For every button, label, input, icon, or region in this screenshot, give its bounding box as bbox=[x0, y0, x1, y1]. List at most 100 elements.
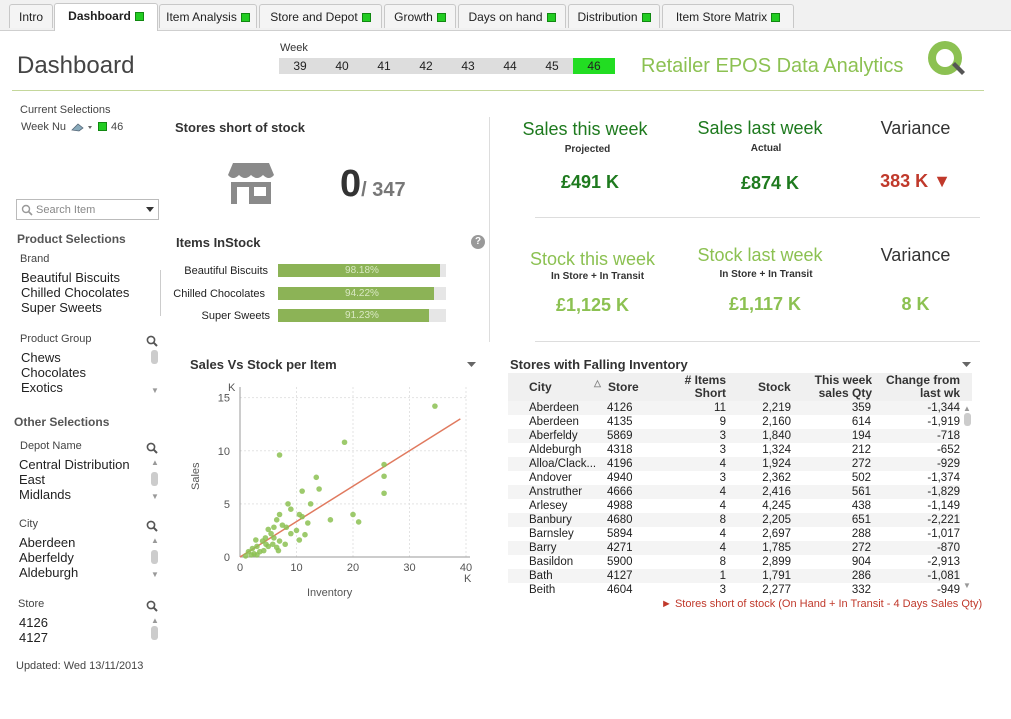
scatter-point[interactable] bbox=[265, 526, 272, 533]
search-icon[interactable] bbox=[146, 442, 158, 454]
scroll-down-icon[interactable]: ▼ bbox=[151, 492, 159, 501]
scatter-point[interactable] bbox=[282, 541, 288, 548]
scatter-point[interactable] bbox=[302, 531, 308, 538]
table-row[interactable]: Andover 4940 3 2,362 502 -1,374 bbox=[508, 471, 960, 485]
list-item[interactable]: Chilled Chocolates bbox=[21, 285, 130, 300]
table-row[interactable]: Bath 4127 1 1,791 286 -1,081 bbox=[508, 569, 960, 583]
tab-intro[interactable]: Intro bbox=[9, 4, 53, 28]
list-item[interactable]: 4126 bbox=[19, 615, 48, 630]
search-icon[interactable] bbox=[146, 600, 158, 612]
scatter-point[interactable] bbox=[283, 524, 290, 531]
scroll-thumb[interactable] bbox=[964, 413, 971, 426]
list-item[interactable]: Midlands bbox=[19, 487, 72, 502]
dropdown-arrow-icon[interactable] bbox=[962, 362, 971, 368]
scatter-point[interactable] bbox=[307, 501, 314, 507]
col-this-week-sales[interactable]: This week sales Qty bbox=[814, 373, 872, 400]
col-city[interactable]: City bbox=[529, 380, 552, 394]
scatter-point[interactable] bbox=[381, 490, 387, 497]
scroll-down-icon[interactable]: ▼ bbox=[151, 386, 159, 395]
table-row[interactable]: Aldeburgh 4318 3 1,324 212 -652 bbox=[508, 443, 960, 457]
scatter-point[interactable] bbox=[288, 506, 294, 512]
scroll-thumb[interactable] bbox=[151, 350, 158, 364]
scatter-point[interactable] bbox=[276, 538, 283, 544]
scroll-thumb[interactable] bbox=[151, 472, 158, 486]
scatter-point[interactable] bbox=[313, 474, 320, 481]
scrollbar[interactable]: ▲ ▼ bbox=[150, 536, 159, 582]
list-item[interactable]: Super Sweets bbox=[21, 300, 102, 315]
table-row[interactable]: Barry 4271 4 1,785 272 -870 bbox=[508, 541, 960, 555]
list-item[interactable]: Aberdeen bbox=[19, 535, 76, 550]
tab-dashboard[interactable]: Dashboard bbox=[54, 3, 158, 31]
table-row[interactable]: Aberfeldy 5869 3 1,840 194 -718 bbox=[508, 429, 960, 443]
week-cell[interactable]: 43 bbox=[461, 59, 475, 73]
dropdown-arrow-icon[interactable] bbox=[467, 362, 476, 368]
scatter-point[interactable] bbox=[350, 511, 356, 518]
scatter-point[interactable] bbox=[254, 543, 260, 550]
table-row[interactable]: Barnsley 5894 4 2,697 288 -1,017 bbox=[508, 527, 960, 541]
scatter-point[interactable] bbox=[249, 545, 256, 552]
scatter-point[interactable] bbox=[276, 511, 283, 518]
table-row[interactable]: Arlesey 4988 4 4,245 438 -1,149 bbox=[508, 499, 960, 513]
table-row[interactable]: Aberdeen 4135 9 2,160 614 -1,919 bbox=[508, 415, 960, 429]
scatter-point[interactable] bbox=[341, 439, 348, 446]
table-row[interactable]: Anstruther 4666 4 2,416 561 -1,829 bbox=[508, 485, 960, 499]
list-item[interactable]: Beautiful Biscuits bbox=[21, 270, 120, 285]
col-change[interactable]: Change from last wk bbox=[885, 373, 960, 400]
scatter-point[interactable] bbox=[305, 520, 311, 526]
scatter-point[interactable] bbox=[273, 517, 280, 523]
help-icon[interactable]: ? bbox=[471, 235, 485, 249]
table-scrollbar[interactable]: ▲ ▼ bbox=[963, 404, 972, 591]
tab-days-on-hand[interactable]: Days on hand bbox=[458, 4, 566, 28]
eraser-icon[interactable] bbox=[70, 121, 96, 133]
list-item[interactable]: Chocolates bbox=[21, 365, 87, 380]
tab-item-store-matrix[interactable]: Item Store Matrix bbox=[662, 4, 794, 28]
scatter-point[interactable] bbox=[327, 517, 334, 523]
scatter-point[interactable] bbox=[355, 519, 362, 525]
stores-short-footnote[interactable]: ► Stores short of stock (On Hand + In Tr… bbox=[661, 598, 983, 610]
scroll-up-icon[interactable]: ▲ bbox=[963, 404, 971, 413]
tab-distribution[interactable]: Distribution bbox=[568, 4, 660, 28]
col-stock[interactable]: Stock bbox=[758, 380, 791, 394]
scatter-point[interactable] bbox=[269, 541, 276, 548]
scatter-point[interactable] bbox=[271, 535, 277, 541]
scatter-point[interactable] bbox=[268, 530, 274, 537]
scrollbar[interactable]: ▼ bbox=[150, 350, 159, 396]
scatter-point[interactable] bbox=[381, 473, 387, 480]
week-cell[interactable]: 39 bbox=[293, 59, 307, 73]
scroll-up-icon[interactable]: ▲ bbox=[151, 458, 159, 467]
table-row[interactable]: Banbury 4680 8 2,205 651 -2,221 bbox=[508, 513, 960, 527]
scatter-point[interactable] bbox=[242, 553, 249, 559]
scatter-point[interactable] bbox=[296, 537, 303, 543]
scroll-down-icon[interactable]: ▼ bbox=[151, 570, 159, 579]
scroll-thumb[interactable] bbox=[151, 550, 158, 564]
scatter-point[interactable] bbox=[254, 552, 260, 558]
list-item[interactable]: Exotics bbox=[21, 380, 63, 395]
week-cell-selected[interactable]: 46 bbox=[573, 58, 615, 74]
scatter-point[interactable] bbox=[288, 530, 294, 537]
tab-item-analysis[interactable]: Item Analysis bbox=[159, 4, 257, 28]
scatter-point[interactable] bbox=[381, 461, 387, 468]
scrollbar[interactable]: ▲ ▼ bbox=[150, 458, 159, 504]
list-item[interactable]: 4127 bbox=[19, 630, 48, 645]
scroll-up-icon[interactable]: ▲ bbox=[151, 616, 159, 625]
list-item[interactable]: Aldeburgh bbox=[19, 565, 79, 580]
week-cell[interactable]: 41 bbox=[377, 59, 391, 73]
scatter-point[interactable] bbox=[271, 524, 277, 531]
scatter-point[interactable] bbox=[316, 486, 322, 492]
scatter-point[interactable] bbox=[245, 548, 252, 555]
list-item[interactable]: Chews bbox=[21, 350, 61, 365]
sort-icon[interactable]: △ bbox=[594, 378, 601, 388]
scroll-thumb[interactable] bbox=[151, 626, 158, 640]
scatter-point[interactable] bbox=[275, 547, 282, 554]
scatter-point[interactable] bbox=[263, 541, 269, 548]
search-icon[interactable] bbox=[146, 520, 158, 532]
scatter-point[interactable] bbox=[253, 537, 259, 543]
week-cell[interactable]: 44 bbox=[503, 59, 517, 73]
dropdown-arrow-icon[interactable] bbox=[146, 207, 154, 213]
col-items-short[interactable]: # Items Short bbox=[684, 373, 726, 400]
scatter-point[interactable] bbox=[285, 501, 291, 507]
scatter-point[interactable] bbox=[299, 513, 305, 520]
table-row[interactable]: Aberdeen 4126 11 2,219 359 -1,344 bbox=[508, 401, 960, 415]
tab-growth[interactable]: Growth bbox=[384, 4, 456, 28]
week-cell[interactable]: 40 bbox=[335, 59, 349, 73]
